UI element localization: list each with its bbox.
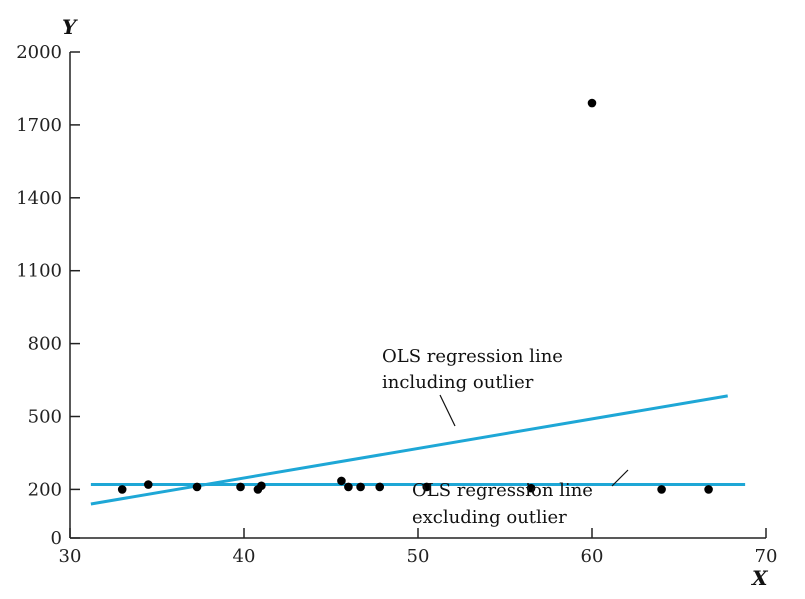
data-point	[337, 476, 346, 486]
y-tick-label: 0	[51, 528, 62, 549]
annotation-including-line1: OLS regression line	[382, 346, 563, 367]
x-tick-label: 60	[581, 546, 604, 567]
y-tick-label: 1700	[16, 115, 62, 136]
data-points	[117, 98, 713, 494]
y-tick-label: 500	[28, 407, 62, 428]
annotation-excluding-line1: OLS regression line	[412, 480, 593, 501]
annotation-excluding-pointer	[611, 469, 629, 487]
data-point	[356, 482, 365, 492]
data-point	[344, 482, 353, 492]
annotation-including-pointer	[439, 394, 456, 427]
y-tick-label: 1100	[16, 261, 62, 282]
data-point	[192, 482, 202, 492]
regression-line	[90, 394, 728, 506]
x-tick-label: 70	[755, 546, 778, 567]
data-point	[422, 482, 432, 492]
y-ticks: 0 200 500 800 1100 1400 1700 2000	[16, 42, 80, 549]
data-point	[587, 98, 597, 108]
data-point	[657, 485, 666, 494]
data-point	[526, 483, 536, 493]
data-point	[117, 485, 127, 494]
annotation-excluding-line2: excluding outlier	[412, 507, 567, 528]
data-point	[704, 485, 713, 494]
x-tick-label: 40	[233, 546, 256, 567]
x-axis-label: X	[750, 566, 769, 590]
y-tick-label: 2000	[16, 42, 62, 63]
data-point	[257, 481, 266, 491]
data-point	[144, 480, 153, 489]
y-tick-label: 800	[28, 334, 62, 355]
data-point	[236, 482, 245, 492]
y-tick-label: 200	[28, 479, 62, 500]
annotation-including-outlier: OLS regression line including outlier	[382, 346, 563, 427]
data-point	[375, 482, 385, 492]
y-axis-label: Y	[62, 15, 78, 39]
annotation-including-line2: including outlier	[382, 372, 534, 393]
annotation-excluding-outlier: OLS regression line excluding outlier	[412, 469, 629, 528]
axes	[69, 52, 766, 539]
y-tick-label: 1400	[16, 188, 62, 209]
x-tick-label: 30	[59, 546, 82, 567]
x-ticks: 30 40 50 60 70	[59, 528, 778, 567]
x-tick-label: 50	[407, 546, 430, 567]
